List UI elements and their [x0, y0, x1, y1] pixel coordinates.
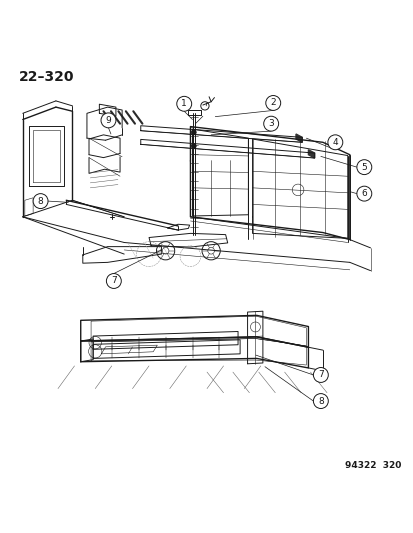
Circle shape — [356, 186, 371, 201]
Text: 1: 1 — [181, 99, 187, 108]
Circle shape — [176, 96, 191, 111]
Text: 94322  320: 94322 320 — [344, 461, 401, 470]
Circle shape — [313, 368, 328, 382]
Text: 8: 8 — [317, 397, 323, 406]
Text: 4: 4 — [332, 138, 337, 147]
Circle shape — [265, 95, 280, 110]
Text: 5: 5 — [361, 163, 366, 172]
Polygon shape — [308, 150, 314, 158]
Circle shape — [356, 160, 371, 175]
Circle shape — [106, 273, 121, 288]
Circle shape — [191, 130, 196, 135]
Text: 22–320: 22–320 — [19, 70, 74, 84]
Circle shape — [191, 143, 196, 149]
Circle shape — [327, 135, 342, 150]
Text: 3: 3 — [268, 119, 273, 128]
Text: 6: 6 — [361, 189, 366, 198]
Text: 9: 9 — [105, 116, 111, 125]
Circle shape — [101, 113, 116, 128]
Circle shape — [263, 116, 278, 131]
Text: 2: 2 — [270, 99, 275, 108]
Polygon shape — [295, 134, 301, 142]
Text: 7: 7 — [111, 277, 116, 286]
Text: 7: 7 — [317, 370, 323, 379]
Text: 8: 8 — [38, 197, 43, 206]
Circle shape — [313, 393, 328, 408]
Circle shape — [33, 193, 48, 208]
